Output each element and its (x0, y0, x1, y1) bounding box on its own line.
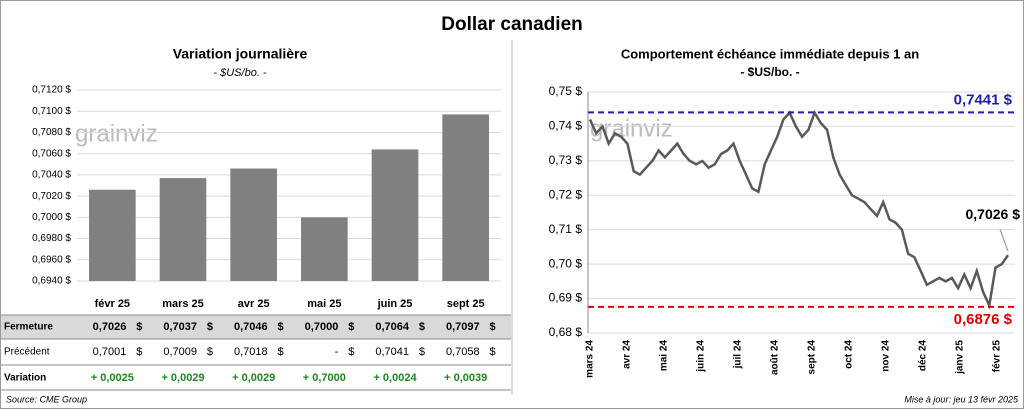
bar-subtitle: - $US/bo. - (213, 67, 267, 79)
x-tick-label: sept 25 (447, 298, 485, 310)
cell-value: + 0,0039 (444, 372, 487, 384)
row-label: Fermeture (4, 322, 53, 333)
cell-value: 0,7001 (93, 346, 127, 358)
y-tick-label: 0,7000 $ (32, 212, 71, 223)
end-label: 0,7026 $ (966, 206, 1021, 222)
y-tick-label: 0,6960 $ (32, 254, 71, 265)
cell-value: 0,7046 (234, 321, 268, 333)
x-tick-label: mars 25 (162, 298, 204, 310)
cell-unit: $ (419, 321, 425, 333)
y-tick-label: 0,6940 $ (32, 276, 71, 287)
updated: Mise à jour: jeu 13 févr 2025 (904, 394, 1019, 404)
row-label: Précédent (4, 347, 50, 358)
x-tick-label: févr 25 (95, 298, 130, 310)
cell-value: - (335, 346, 339, 358)
x-tick-label: juin 24 (696, 340, 707, 373)
cell-value: + 0,7000 (303, 372, 346, 384)
cell-value: 0,7058 (446, 346, 480, 358)
y-tick-label: 0,7040 $ (32, 170, 71, 181)
y-tick-label: 0,7120 $ (32, 85, 71, 96)
reference-label: 0,7441 $ (954, 91, 1013, 108)
x-tick-label: déc 24 (918, 340, 929, 372)
bar (371, 149, 419, 281)
reference-label: 0,6876 $ (954, 311, 1013, 328)
row-band (1, 315, 511, 339)
y-tick-label: 0,7020 $ (32, 191, 71, 202)
y-tick-label: 0,70 $ (549, 256, 583, 270)
price-line (588, 109, 1010, 310)
cell-unit: $ (278, 346, 284, 358)
y-tick-label: 0,73 $ (549, 153, 583, 167)
bar (442, 114, 489, 282)
y-tick-label: 0,71 $ (549, 222, 583, 236)
y-tick-label: 0,74 $ (549, 119, 583, 133)
bar (159, 178, 207, 281)
x-tick-label: nov 24 (881, 340, 892, 372)
x-tick-label: janv 25 (955, 340, 966, 375)
x-tick-label: juil 24 (733, 340, 744, 370)
cell-unit: $ (490, 321, 496, 333)
line-subtitle: - $US/bo. - (740, 65, 799, 79)
x-tick-label: avr 25 (238, 298, 270, 310)
cell-unit: $ (348, 321, 354, 333)
cell-value: 0,7009 (163, 346, 197, 358)
y-tick-label: 0,7080 $ (32, 127, 71, 138)
cell-value: 0,7018 (234, 346, 268, 358)
x-tick-label: oct 24 (844, 340, 855, 369)
cell-value: 0,7000 (305, 321, 339, 333)
watermark: grainviz (75, 120, 158, 147)
cell-value: 0,7097 (446, 321, 480, 333)
row-label: Variation (4, 373, 46, 384)
cell-value: + 0,0029 (232, 372, 275, 384)
cell-unit: $ (207, 346, 213, 358)
x-tick-label: août 24 (770, 340, 781, 375)
cell-unit: $ (490, 346, 496, 358)
cell-unit: $ (207, 321, 213, 333)
bar (89, 189, 136, 281)
x-tick-label: sept 24 (807, 340, 818, 375)
cell-unit: $ (136, 346, 142, 358)
bar (230, 168, 277, 281)
y-tick-label: 0,69 $ (549, 291, 583, 305)
x-tick-label: juin 25 (377, 298, 413, 310)
x-tick-label: févr 25 (992, 340, 1003, 373)
leader-line (999, 229, 1009, 252)
x-tick-label: mai 24 (659, 340, 670, 372)
x-tick-label: avr 24 (622, 340, 633, 369)
y-tick-label: 0,6980 $ (32, 233, 71, 244)
y-tick-label: 0,75 $ (549, 84, 583, 98)
line-title: Comportement échéance immédiate depuis 1… (621, 46, 919, 61)
bar (301, 217, 348, 281)
y-tick-label: 0,72 $ (549, 187, 583, 201)
cell-value: + 0,0024 (373, 372, 417, 384)
page-title: Dollar canadien (441, 14, 583, 35)
y-tick-label: 0,68 $ (549, 325, 583, 339)
cell-value: 0,7037 (163, 321, 197, 333)
y-tick-label: 0,7100 $ (32, 106, 71, 117)
cell-unit: $ (278, 321, 284, 333)
x-tick-label: mars 24 (585, 340, 596, 378)
cell-unit: $ (136, 321, 142, 333)
cell-value: 0,7064 (375, 321, 410, 333)
cell-unit: $ (348, 346, 354, 358)
y-tick-label: 0,7060 $ (32, 148, 71, 159)
cell-value: 0,7041 (375, 346, 409, 358)
cell-value: 0,7026 (93, 321, 127, 333)
x-tick-label: mai 25 (307, 298, 341, 310)
source: Source: CME Group (6, 394, 87, 404)
bar-title: Variation journalière (173, 46, 308, 62)
cell-value: + 0,0025 (91, 372, 134, 384)
cell-value: + 0,0029 (161, 372, 204, 384)
cell-unit: $ (419, 346, 425, 358)
